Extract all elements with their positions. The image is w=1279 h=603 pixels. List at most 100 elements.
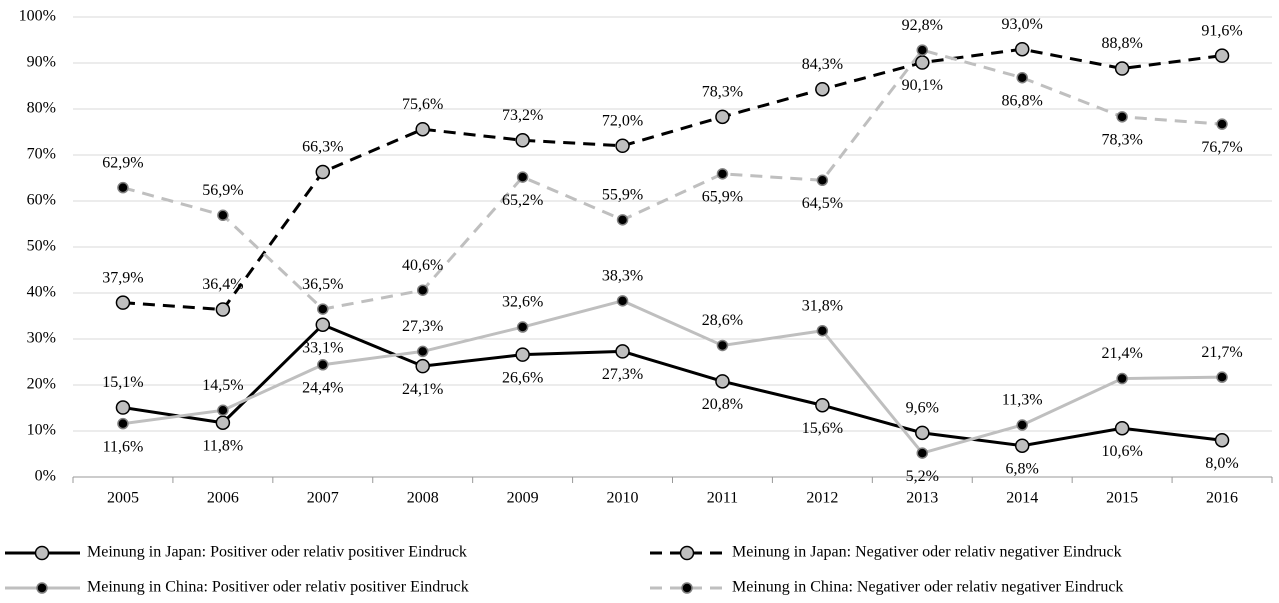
point: [916, 447, 929, 459]
y-tick-label: 60%: [27, 192, 56, 209]
series-line: [122, 48, 1223, 311]
x-tick-label: 2010: [607, 490, 639, 507]
x-tick-label: 2013: [906, 490, 938, 507]
point: [1214, 48, 1230, 63]
x-tick-label: 2015: [1106, 490, 1138, 507]
data-label: 38,3%: [602, 267, 643, 284]
data-label: 36,5%: [302, 276, 343, 293]
y-tick-label: 30%: [27, 330, 56, 347]
point: [1014, 438, 1030, 453]
legend-marker: [681, 582, 693, 594]
point: [415, 121, 430, 137]
data-label: 31,8%: [802, 297, 843, 314]
data-label: 90,1%: [902, 77, 943, 94]
data-label: 88,8%: [1101, 35, 1142, 52]
point: [1016, 419, 1028, 431]
y-tick-label: 100%: [19, 8, 56, 25]
x-tick-label: 2006: [207, 490, 239, 507]
series-line: [122, 47, 1223, 312]
x-tick-label: 2009: [507, 490, 539, 507]
data-label: 73,2%: [502, 107, 543, 124]
data-label: 66,3%: [302, 139, 343, 156]
legend-marker: [34, 545, 50, 561]
data-label: 33,1%: [302, 339, 343, 356]
x-tick-label: 2016: [1206, 490, 1238, 507]
data-label: 9,6%: [906, 400, 939, 417]
point: [117, 417, 129, 430]
point: [415, 358, 430, 374]
point: [715, 374, 730, 389]
point: [1116, 372, 1128, 385]
x-tick-label: 2007: [307, 490, 339, 507]
data-label: 65,2%: [502, 192, 543, 209]
point: [1016, 71, 1028, 84]
y-tick-label: 50%: [27, 238, 56, 255]
point: [217, 404, 229, 417]
data-label: 64,5%: [802, 195, 843, 212]
data-label: 15,6%: [802, 420, 843, 437]
data-label: 15,1%: [102, 374, 143, 391]
x-tick-label: 2012: [806, 490, 838, 507]
data-label: 78,3%: [702, 83, 743, 100]
data-label: 11,3%: [1002, 392, 1043, 409]
point: [716, 339, 729, 352]
data-label: 11,8%: [203, 437, 244, 454]
data-label: 55,9%: [602, 187, 643, 204]
point: [615, 138, 630, 154]
data-label: 5,2%: [906, 468, 939, 485]
point: [1216, 371, 1228, 383]
legend-label: Meinung in Japan: Positiver oder relativ…: [87, 544, 467, 561]
point: [1214, 432, 1230, 448]
point: [317, 303, 329, 315]
point: [1116, 111, 1128, 123]
point: [1014, 41, 1030, 57]
point: [815, 81, 830, 97]
point: [115, 400, 131, 415]
point: [816, 324, 829, 337]
data-label: 11,6%: [103, 438, 144, 455]
data-label: 6,8%: [1006, 460, 1039, 477]
point: [716, 168, 729, 180]
data-label: 78,3%: [1101, 131, 1142, 148]
point: [315, 317, 331, 332]
data-label: 40,6%: [402, 257, 443, 274]
data-label: 32,6%: [502, 294, 543, 311]
point: [317, 359, 329, 371]
data-label: 28,6%: [702, 312, 743, 329]
data-label: 76,7%: [1201, 139, 1242, 156]
data-label: 27,3%: [402, 318, 443, 335]
y-tick-label: 80%: [27, 100, 56, 117]
legend-label: Meinung in China: Negativer oder relativ…: [732, 579, 1123, 596]
data-label: 20,8%: [702, 396, 743, 413]
data-label: 10,6%: [1101, 443, 1142, 460]
data-label: 92,8%: [902, 17, 943, 34]
data-label: 36,4%: [202, 276, 243, 293]
point: [616, 214, 629, 226]
x-tick-label: 2011: [707, 490, 738, 507]
point: [715, 109, 730, 125]
data-label: 93,0%: [1002, 16, 1043, 33]
point: [115, 295, 131, 310]
point: [315, 164, 331, 180]
legend-marker: [679, 545, 695, 561]
data-label: 62,9%: [102, 154, 143, 171]
data-label: 86,8%: [1002, 92, 1043, 109]
point: [215, 302, 231, 317]
point: [915, 425, 930, 441]
series-line: [122, 299, 1223, 455]
legend-marker: [36, 582, 48, 594]
y-tick-label: 10%: [27, 422, 56, 439]
point: [1216, 118, 1228, 130]
x-tick-label: 2014: [1006, 490, 1038, 507]
data-label: 21,7%: [1201, 344, 1242, 361]
x-tick-label: 2005: [107, 490, 139, 507]
data-label: 91,6%: [1201, 22, 1242, 39]
data-label: 24,4%: [302, 379, 343, 396]
y-tick-label: 20%: [27, 376, 56, 393]
series-line: [122, 322, 1223, 448]
data-label: 26,6%: [502, 369, 543, 386]
data-label: 21,4%: [1101, 345, 1142, 362]
data-label: 14,5%: [202, 377, 243, 394]
point: [215, 415, 231, 430]
